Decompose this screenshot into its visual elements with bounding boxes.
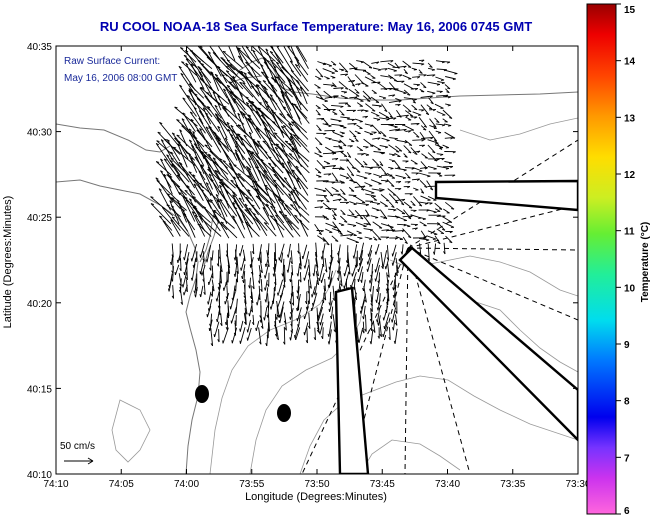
map-layer: Raw Surface Current: May 16, 2006 08:00 … <box>56 46 578 474</box>
inset-label-line2: May 16, 2006 08:00 GMT <box>64 73 177 84</box>
y-tick-label: 40:30 <box>27 128 52 139</box>
exclusion-box-east <box>434 179 578 212</box>
x-tick-label: 73:40 <box>435 479 460 490</box>
depth-contour-4 <box>359 439 461 474</box>
x-tick-label: 74:00 <box>174 479 199 490</box>
coastline-staten <box>56 123 171 153</box>
depth-contour-8 <box>111 399 151 463</box>
x-axis-label: Longitude (Degrees:Minutes) <box>245 491 387 503</box>
x-tick-label: 73:55 <box>239 479 264 490</box>
depth-contour-6 <box>459 117 578 141</box>
scale-arrow-icon <box>64 457 94 465</box>
station-marker-2 <box>277 404 291 422</box>
colorbar-tick-label: 14 <box>624 57 636 68</box>
x-tick-label: 73:50 <box>304 479 329 490</box>
colorbar-ticks: 6 7 8 9 10 11 12 13 14 15 <box>616 3 636 517</box>
exclusion-box-southeast <box>398 246 578 442</box>
x-tick-label: 74:10 <box>43 479 68 490</box>
scale-arrow-label: 50 cm/s <box>60 441 95 452</box>
station-marker-1 <box>195 385 209 403</box>
coastline-long-island <box>231 57 578 101</box>
y-tick-label: 40:15 <box>27 384 52 395</box>
map-title: RU COOL NOAA-18 Sea Surface Temperature:… <box>100 19 532 34</box>
x-tick-label: 73:35 <box>500 479 525 490</box>
colorbar-tick-label: 13 <box>624 113 636 124</box>
x-tick-label: 73:30 <box>565 479 590 490</box>
colorbar-tick-label: 8 <box>624 397 630 408</box>
x-axis-ticks: 74:10 74:05 74:00 73:55 73:50 73:45 73:40 73:35… <box>43 46 591 490</box>
depth-contour-7 <box>469 299 578 373</box>
y-tick-label: 40:35 <box>27 42 52 53</box>
exclusion-box-south <box>334 286 370 474</box>
y-tick-label: 40:25 <box>27 213 52 224</box>
colorbar-tick-label: 6 <box>624 506 630 517</box>
colorbar-tick-label: 12 <box>624 170 636 181</box>
exclusion-boxes <box>334 179 578 474</box>
colorbar-tick-label: 9 <box>624 340 630 351</box>
y-axis-label: Latitude (Degrees:Minutes) <box>2 196 14 329</box>
y-axis-ticks: 40:10 40:15 40:20 40:25 40:30 40:35 <box>27 42 578 481</box>
colorbar-label: Temperature (°C) <box>640 222 651 303</box>
colorbar <box>586 3 617 515</box>
colorbar-tick-label: 7 <box>624 453 630 464</box>
y-tick-label: 40:20 <box>27 299 52 310</box>
colorbar-tick-label: 11 <box>624 227 635 238</box>
depth-contour-3 <box>299 375 578 474</box>
colorbar-tick-label: 15 <box>624 5 636 16</box>
x-tick-label: 74:05 <box>109 479 134 490</box>
inset-label-line1: Raw Surface Current: <box>64 56 160 67</box>
y-tick-label: 40:10 <box>27 470 52 481</box>
x-tick-label: 73:45 <box>370 479 395 490</box>
surface-current-vectors <box>150 46 458 347</box>
colorbar-tick-label: 10 <box>624 283 636 294</box>
